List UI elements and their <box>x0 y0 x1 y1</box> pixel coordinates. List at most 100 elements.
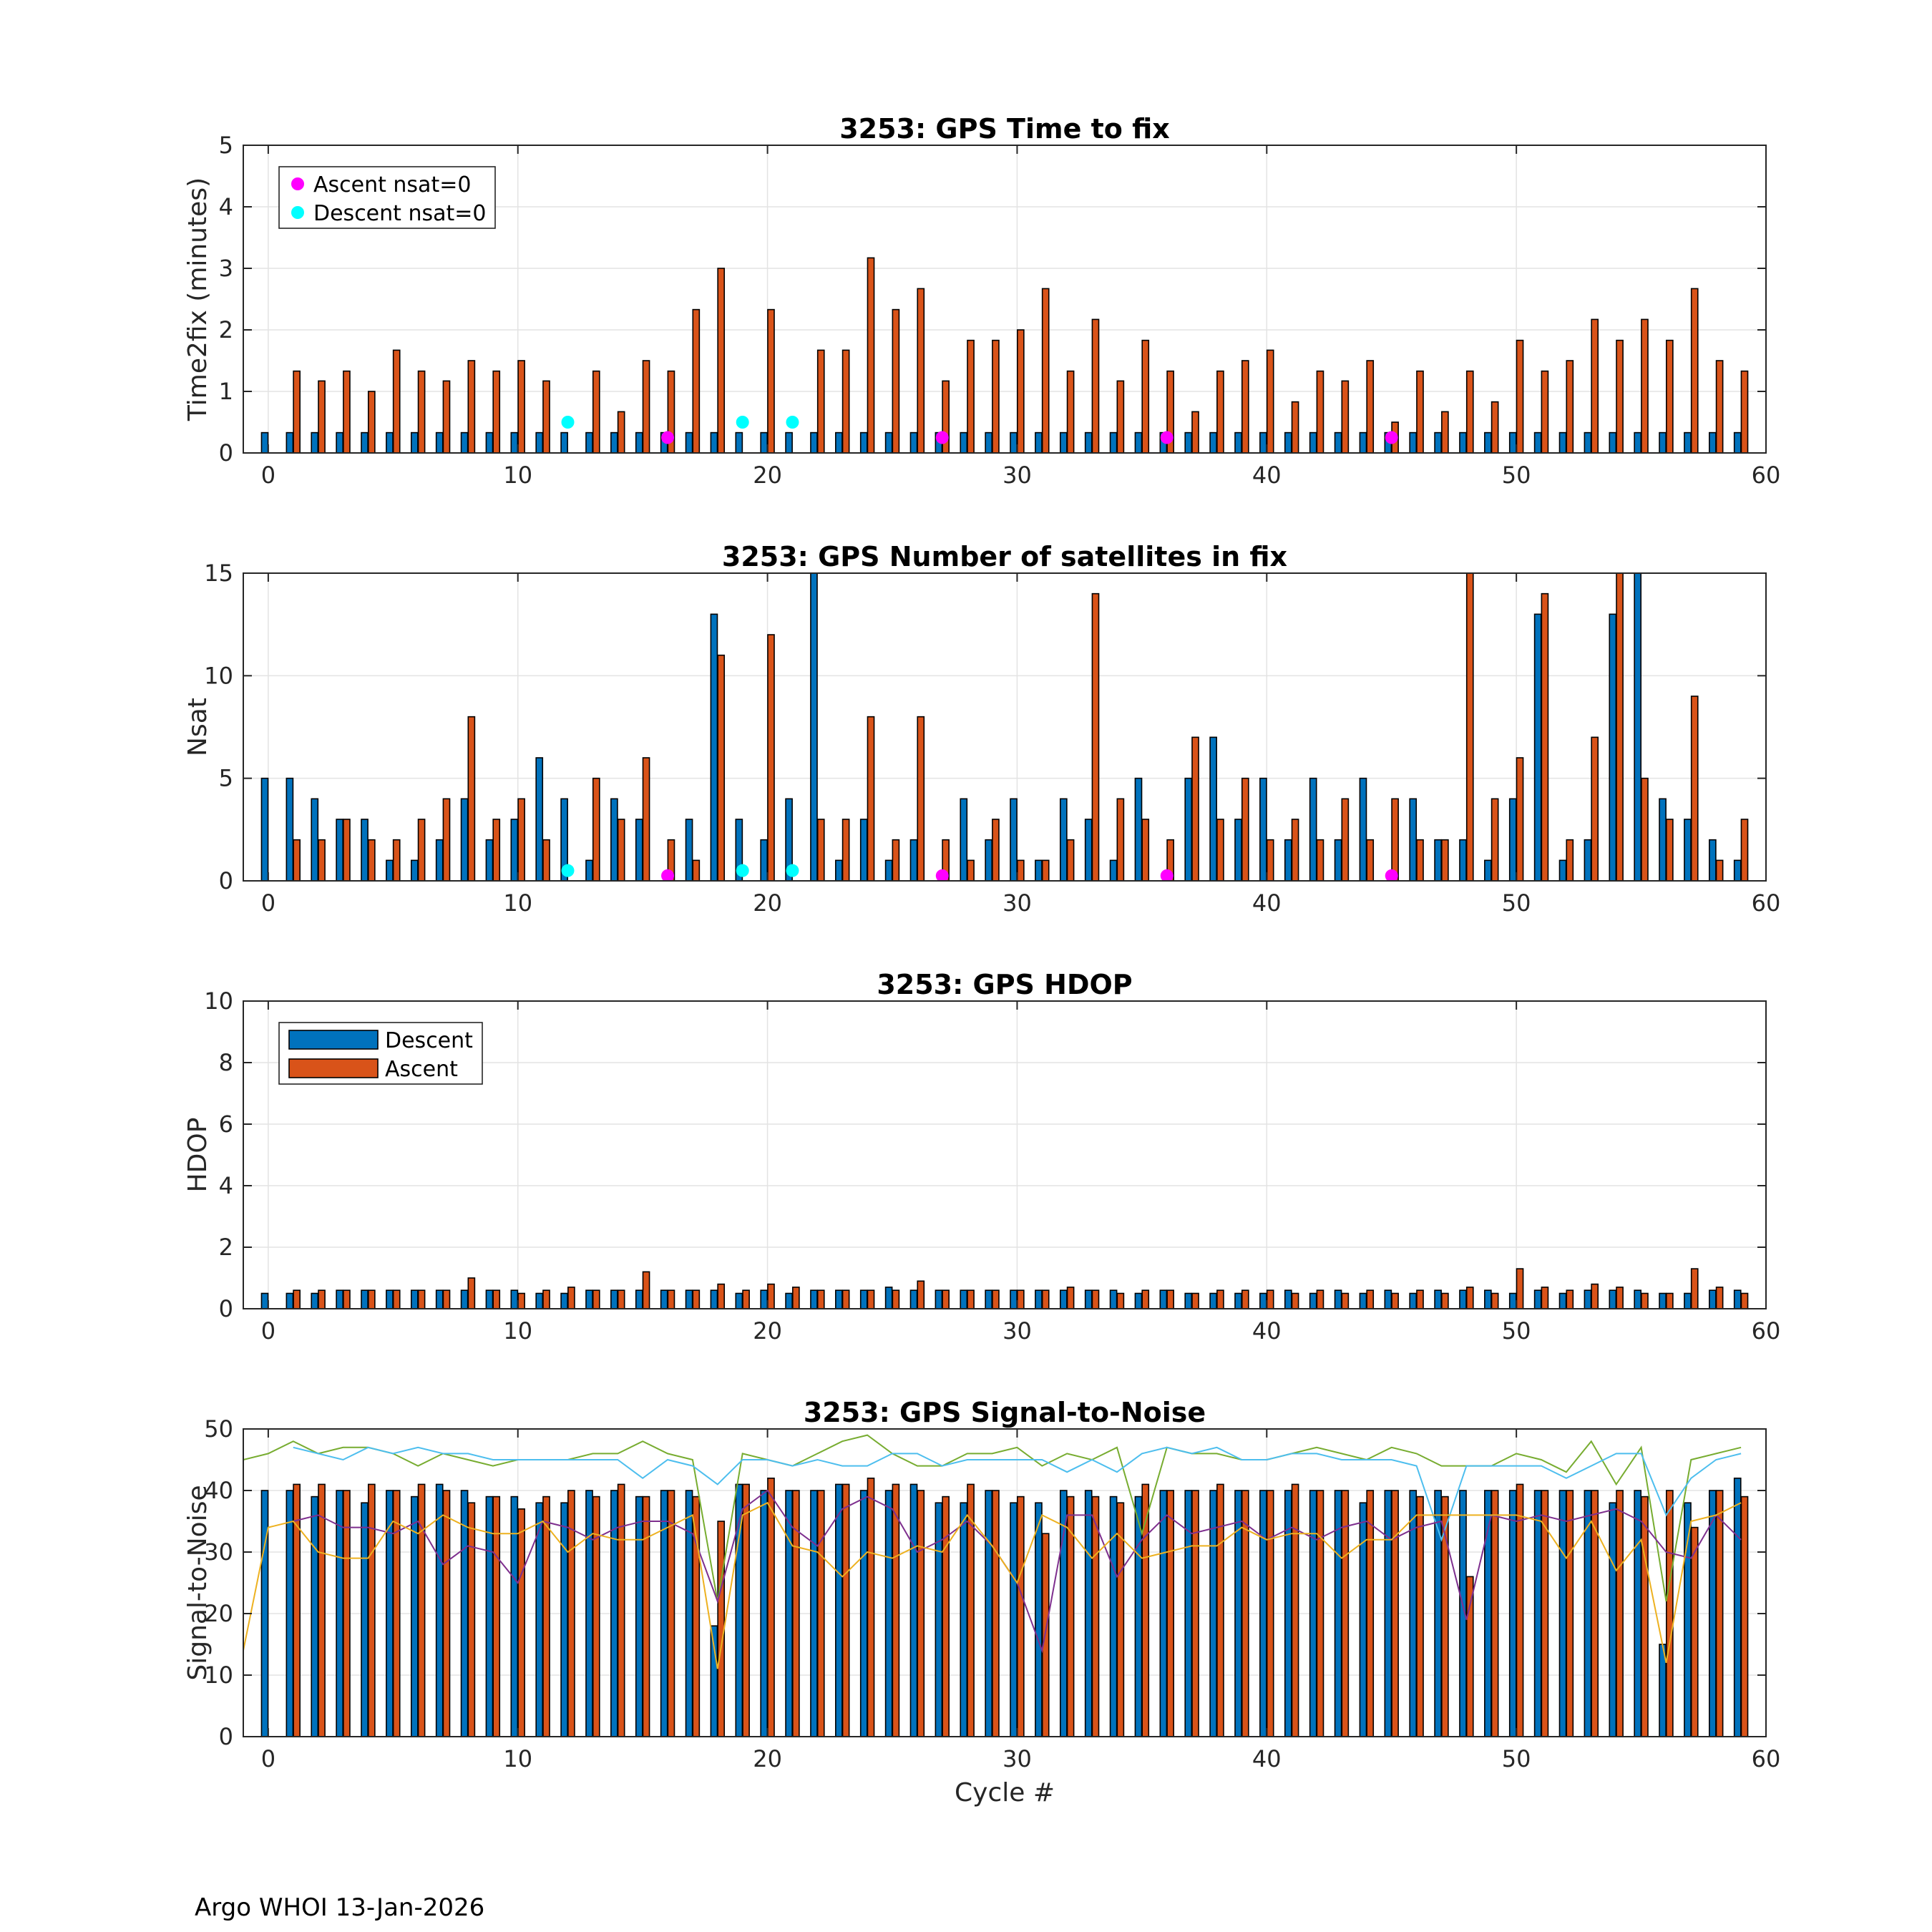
bar-ascent <box>967 859 975 881</box>
bar-descent <box>286 431 294 453</box>
bar-descent <box>935 1502 943 1737</box>
bar-ascent <box>717 1283 726 1309</box>
bar-descent <box>1508 1490 1517 1737</box>
bar-descent <box>485 1289 494 1309</box>
bar-ascent <box>1416 370 1424 453</box>
bar-ascent <box>742 1483 750 1737</box>
bar-descent <box>1709 839 1717 881</box>
bar-descent <box>1010 431 1018 453</box>
marker-descent-nsat-0 <box>736 864 749 877</box>
y-tick-label: 8 <box>219 1049 233 1076</box>
y-tick-label: 15 <box>204 560 233 587</box>
bar-ascent <box>343 370 351 453</box>
y-tick-label: 0 <box>219 867 233 894</box>
y-tick-label: 2 <box>219 1234 233 1261</box>
bar-ascent <box>1016 859 1025 881</box>
bar-descent <box>1659 1292 1667 1309</box>
bar-descent <box>535 1502 544 1737</box>
bar-ascent <box>1566 1490 1574 1737</box>
y-tick-label: 30 <box>204 1538 233 1566</box>
bar-ascent <box>742 1289 750 1309</box>
bar-ascent <box>318 1483 326 1737</box>
bar-ascent <box>917 288 925 453</box>
bar-ascent <box>392 839 401 881</box>
bar-ascent <box>967 339 975 453</box>
bar-ascent <box>867 1289 875 1309</box>
bar-descent <box>1134 1292 1143 1309</box>
y-axis-label: Signal-to-Noise <box>183 1485 213 1680</box>
bar-ascent <box>1616 1287 1624 1309</box>
bar-descent <box>1209 1292 1217 1309</box>
x-tick-label: 20 <box>753 462 782 489</box>
bar-descent <box>1284 431 1292 453</box>
bar-ascent <box>1341 798 1350 881</box>
x-tick-label: 0 <box>261 1317 275 1345</box>
bar-descent <box>336 1289 343 1309</box>
bar-descent <box>810 1289 818 1309</box>
bar-ascent <box>841 1289 850 1309</box>
bar-descent <box>810 573 818 881</box>
bar-ascent <box>642 1271 650 1309</box>
bar-ascent <box>417 819 426 881</box>
bar-ascent <box>293 839 301 881</box>
bar-ascent <box>343 1490 351 1737</box>
bar-ascent <box>1316 839 1324 881</box>
bar-descent <box>909 1483 918 1737</box>
bar-descent <box>560 798 568 881</box>
bar-ascent <box>892 1483 900 1737</box>
bar-descent <box>1035 1289 1043 1309</box>
bar-ascent <box>1591 318 1599 453</box>
bar-ascent <box>392 349 401 453</box>
bar-ascent <box>1491 798 1499 881</box>
bar-ascent <box>1291 401 1299 453</box>
bar-descent <box>1508 1292 1517 1309</box>
bar-ascent <box>1216 1289 1224 1309</box>
bar-ascent <box>692 859 701 881</box>
chart-title: 3253: GPS HDOP <box>877 969 1132 1000</box>
bar-descent <box>336 819 343 881</box>
bar-descent <box>535 431 544 453</box>
bar-descent <box>460 798 469 881</box>
chart-nsat: 0 10 20 30 40 50 60 0 5 10 15 3253: GPS Number of s… <box>183 541 1780 917</box>
plot-area <box>243 1434 1749 1737</box>
y-tick-label: 3 <box>219 255 233 282</box>
bar-ascent <box>592 777 600 881</box>
bar-descent <box>1234 819 1242 881</box>
bar-descent <box>685 1490 693 1737</box>
bar-descent <box>635 819 643 881</box>
bar-ascent <box>1316 1289 1324 1309</box>
bar-descent <box>1059 431 1068 453</box>
bar-descent <box>1010 1289 1018 1309</box>
bar-ascent <box>1715 1287 1724 1309</box>
bar-descent <box>859 431 868 453</box>
bar-descent <box>985 1490 993 1737</box>
bar-ascent <box>1690 1526 1699 1737</box>
bar-descent <box>859 1490 868 1737</box>
bar-ascent <box>392 1490 401 1737</box>
y-tick-label: 5 <box>219 132 233 159</box>
bar-ascent <box>1541 1287 1549 1309</box>
bar-descent <box>1684 819 1692 881</box>
bar-descent <box>1609 1289 1617 1309</box>
bar-descent <box>960 798 968 881</box>
x-tick-label: 60 <box>1752 889 1781 917</box>
bar-descent <box>1259 1490 1267 1737</box>
bar-ascent <box>467 360 476 453</box>
bar-ascent <box>1441 839 1449 881</box>
bar-descent <box>361 431 369 453</box>
bar-descent <box>585 431 593 453</box>
bar-ascent <box>1291 1483 1299 1737</box>
x-tick-label: 50 <box>1502 462 1531 489</box>
bar-ascent <box>1091 1496 1100 1737</box>
bar-descent <box>1533 1289 1542 1309</box>
bar-ascent <box>617 819 625 881</box>
x-tick-label: 60 <box>1752 462 1781 489</box>
bar-ascent <box>517 360 525 453</box>
x-tick-label: 60 <box>1752 1317 1781 1345</box>
bar-descent <box>909 839 918 881</box>
bar-ascent <box>318 1289 326 1309</box>
bar-descent <box>835 431 843 453</box>
bar-descent <box>1733 1289 1742 1309</box>
chart-title: 3253: GPS Signal-to-Noise <box>804 1397 1206 1428</box>
bar-ascent <box>1366 1289 1375 1309</box>
